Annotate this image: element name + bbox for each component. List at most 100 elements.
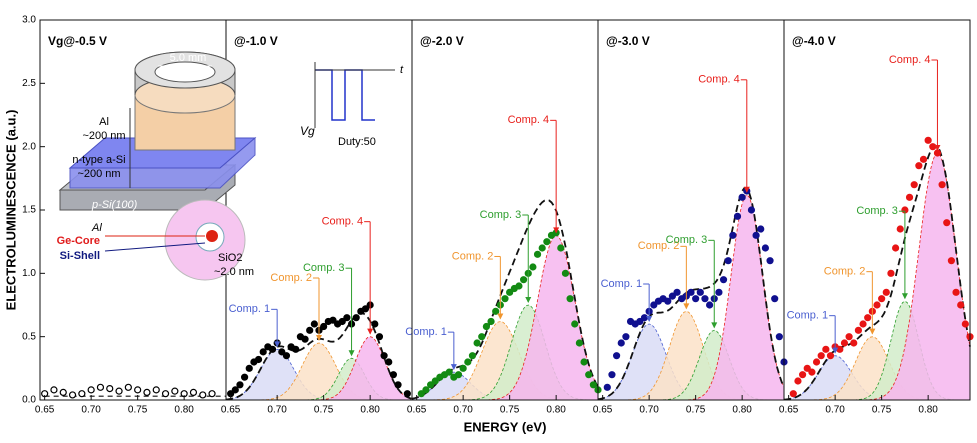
data-point [70, 392, 76, 398]
data-point [846, 334, 852, 340]
data-point [623, 334, 629, 340]
page: ELECTROLUMINESCENCE (a.u.) ENERGY (eV) 0… [0, 0, 977, 443]
data-point [172, 388, 178, 394]
data-point [311, 321, 317, 327]
data-point [307, 327, 313, 333]
data-point [144, 389, 150, 395]
shell-label: Si-Shell [60, 250, 100, 262]
component-label: Comp. 3 [303, 262, 345, 274]
data-point [344, 315, 350, 321]
data-point [725, 258, 731, 264]
data-point [665, 298, 671, 304]
data-point [748, 207, 754, 213]
data-point [642, 315, 648, 321]
data-point [386, 359, 392, 365]
data-point [739, 194, 745, 200]
y-tick-label: 1.5 [22, 205, 36, 216]
data-point [855, 327, 861, 333]
data-point [618, 340, 624, 346]
data-point [753, 232, 759, 238]
leader-arrow [869, 329, 875, 335]
data-point [860, 321, 866, 327]
data-point [762, 245, 768, 251]
data-point [958, 302, 964, 308]
component-label: Comp. 4 [322, 216, 364, 228]
component-label: Comp. 4 [889, 54, 931, 66]
component-label: Comp. 2 [824, 266, 866, 278]
x-tick-label: 0.80 [918, 405, 938, 416]
duty-label: Duty:50 [338, 136, 376, 148]
data-point [604, 384, 610, 390]
data-point [321, 324, 327, 330]
leader-arrow [349, 350, 355, 356]
x-tick-label: 0.75 [500, 405, 520, 416]
data-point [921, 156, 927, 162]
data-point [469, 353, 475, 359]
data-point [163, 391, 169, 397]
data-point [907, 194, 913, 200]
data-point [246, 365, 252, 371]
data-point [809, 369, 815, 375]
core-circle [206, 230, 218, 242]
data-point [116, 388, 122, 394]
data-point [614, 353, 620, 359]
component-label: Comp. 1 [787, 310, 829, 322]
data-point [237, 382, 243, 388]
data-point [814, 359, 820, 365]
data-point [372, 321, 378, 327]
data-point [944, 220, 950, 226]
data-point [376, 334, 382, 340]
oxide-thickness: ~2.0 nm [214, 266, 254, 278]
data-point [270, 346, 276, 352]
data-point [302, 336, 308, 342]
data-point [79, 391, 85, 397]
data-point [953, 289, 959, 295]
data-point [483, 324, 489, 330]
data-point [256, 356, 262, 362]
asi-thickness: ~200 nm [77, 168, 120, 180]
data-point [107, 386, 113, 392]
data-point [381, 353, 387, 359]
x-tick-label: 0.75 [314, 405, 334, 416]
leader-arrow [367, 329, 373, 335]
y-tick-label: 0.0 [22, 395, 36, 406]
data-point [488, 318, 494, 324]
data-point [51, 387, 57, 393]
data-point [707, 302, 713, 308]
panel-title: @-4.0 V [792, 34, 836, 48]
data-point [502, 296, 508, 302]
x-tick-label: 0.80 [546, 405, 566, 416]
data-point [283, 353, 289, 359]
data-point [772, 296, 778, 302]
data-point [293, 346, 299, 352]
data-point [493, 308, 499, 314]
x-tick-label: 0.70 [267, 405, 287, 416]
data-point [572, 321, 578, 327]
data-point [390, 372, 396, 378]
x-tick-label: 0.75 [686, 405, 706, 416]
data-point [404, 391, 410, 397]
data-point [716, 289, 722, 295]
data-point [465, 359, 471, 365]
data-point [590, 382, 596, 388]
x-tick-label: 0.75 [128, 405, 148, 416]
data-point [721, 277, 727, 283]
data-point [544, 239, 550, 245]
data-point [818, 353, 824, 359]
data-point [609, 372, 615, 378]
pulse-wave [315, 70, 375, 120]
data-point [688, 289, 694, 295]
data-point [930, 144, 936, 150]
data-point [209, 391, 215, 397]
leader-arrow [525, 297, 531, 303]
substrate-label: p-Si(100) [91, 199, 138, 211]
panel-title: Vg@-0.5 V [48, 34, 107, 48]
component-label: Comp. 4 [508, 114, 550, 126]
data-point [200, 392, 206, 398]
data-point [521, 277, 527, 283]
data-point [474, 340, 480, 346]
component-label: Comp. 3 [480, 209, 522, 221]
x-tick-label: 0.65 [779, 405, 799, 416]
data-point [865, 315, 871, 321]
data-point [190, 389, 196, 395]
